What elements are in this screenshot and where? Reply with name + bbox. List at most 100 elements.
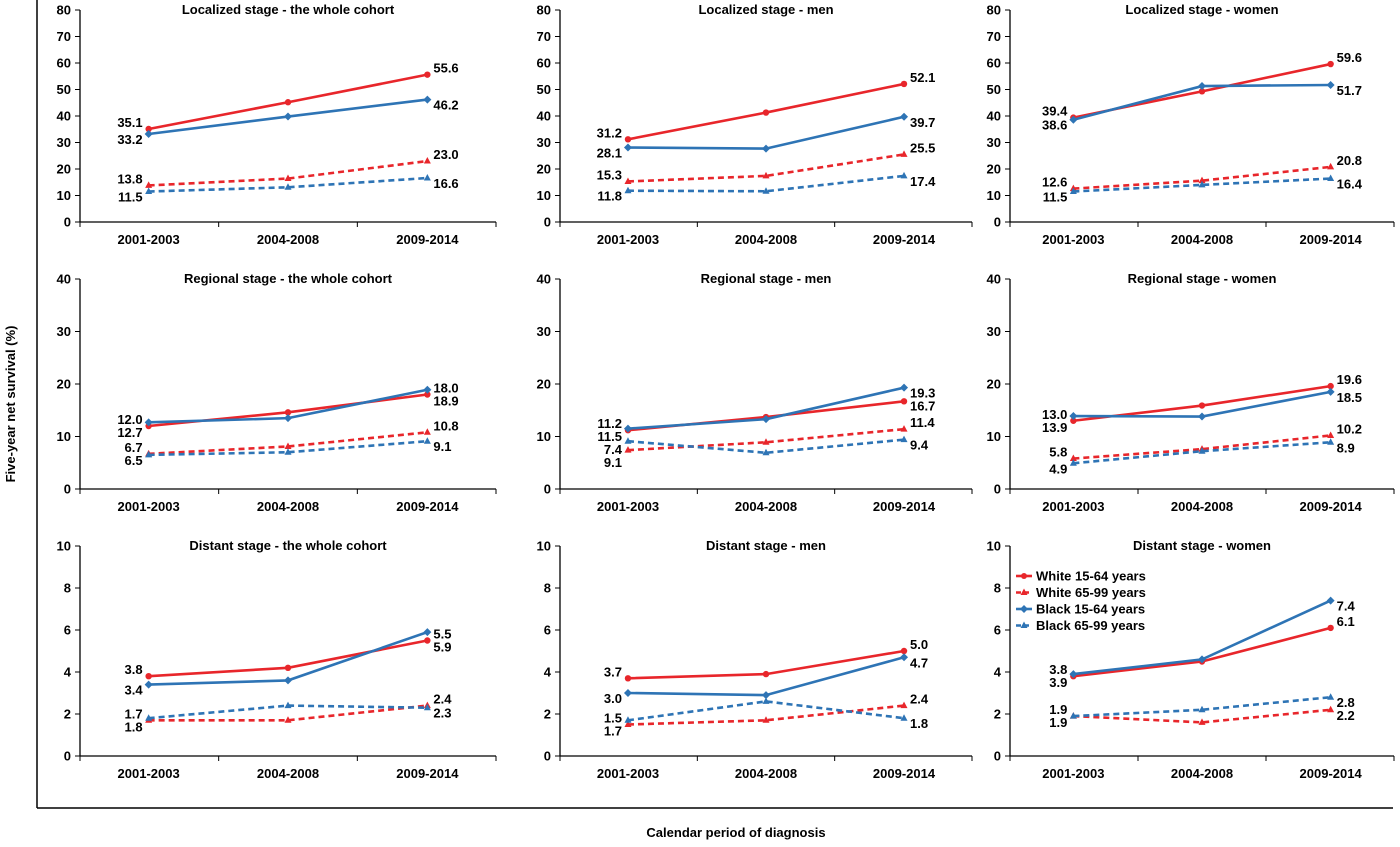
y-tick-label: 70 — [537, 29, 551, 44]
data-label: 9.4 — [910, 438, 929, 453]
data-label: 19.6 — [1337, 372, 1362, 387]
y-tick-label: 40 — [987, 272, 1001, 287]
data-point — [284, 716, 292, 723]
data-point — [284, 664, 292, 671]
data-label: 16.6 — [433, 176, 458, 191]
y-tick-label: 4 — [64, 665, 72, 680]
y-tick-label: 80 — [987, 3, 1001, 18]
data-point — [762, 171, 770, 179]
y-tick-label: 30 — [987, 324, 1001, 339]
data-point — [1069, 670, 1078, 679]
y-tick-label: 30 — [57, 135, 71, 150]
y-tick-label: 60 — [537, 56, 551, 71]
data-label: 11.5 — [597, 429, 622, 444]
x-tick-label: 2004-2008 — [735, 499, 797, 514]
data-point — [1198, 402, 1206, 409]
data-point — [624, 136, 632, 143]
data-point — [900, 171, 908, 179]
data-point — [1069, 459, 1077, 466]
data-point — [762, 187, 770, 194]
y-tick-label: 10 — [987, 188, 1001, 203]
y-tick-label: 6 — [994, 623, 1001, 638]
data-label: 13.9 — [1042, 420, 1067, 435]
data-label: 25.5 — [910, 140, 935, 155]
data-point — [624, 675, 632, 682]
data-label: 11.8 — [597, 189, 622, 204]
data-point — [1069, 187, 1077, 195]
x-tick-label: 2001-2003 — [118, 232, 180, 247]
data-point — [1198, 180, 1206, 188]
x-tick-label: 2001-2003 — [1042, 766, 1104, 781]
data-point — [762, 716, 770, 723]
data-label: 33.2 — [117, 132, 142, 147]
data-point — [900, 714, 908, 721]
y-tick-label: 40 — [987, 109, 1001, 124]
data-label: 3.8 — [1049, 662, 1067, 677]
data-label: 51.7 — [1337, 83, 1362, 98]
y-tick-label: 40 — [537, 272, 551, 287]
data-point — [624, 186, 632, 194]
data-label: 11.4 — [910, 415, 935, 430]
x-tick-label: 2001-2003 — [118, 499, 180, 514]
data-point — [424, 637, 431, 644]
data-label: 15.3 — [597, 167, 622, 182]
data-label: 18.9 — [433, 394, 458, 409]
series-line — [148, 159, 428, 187]
y-tick-label: 20 — [537, 162, 551, 177]
data-label: 3.4 — [125, 683, 144, 698]
data-point — [145, 187, 153, 195]
data-point — [1069, 115, 1078, 124]
data-label: 1.9 — [1049, 702, 1067, 717]
series-line — [1073, 708, 1331, 724]
data-point — [762, 144, 770, 153]
y-tick-label: 40 — [57, 109, 71, 124]
y-tick-label: 30 — [987, 135, 1001, 150]
series-line — [627, 438, 905, 455]
panel-1: 0 10 20 30 40 50 60 70 80 2001-2003 2004-2008 2009-… — [57, 2, 497, 247]
data-point — [1069, 412, 1078, 421]
panel-title: Distant stage - men — [706, 538, 826, 553]
y-tick-label: 40 — [537, 109, 551, 124]
data-label: 8.9 — [1337, 440, 1355, 455]
data-point — [144, 130, 153, 139]
y-tick-label: 40 — [57, 272, 71, 287]
data-label: 4.9 — [1049, 461, 1067, 476]
data-point — [1069, 712, 1077, 719]
y-tick-label: 10 — [987, 539, 1001, 554]
y-tick-label: 70 — [987, 29, 1001, 44]
data-point — [624, 716, 632, 723]
series-line — [627, 174, 905, 193]
x-axis-title: Calendar period of diagnosis — [646, 825, 825, 840]
x-tick-label: 2004-2008 — [1171, 766, 1233, 781]
series-line — [1073, 165, 1331, 190]
data-point — [144, 680, 153, 689]
data-label: 2.3 — [433, 706, 451, 721]
series-line — [1073, 434, 1331, 460]
x-tick-label: 2009-2014 — [396, 766, 459, 781]
data-point — [1327, 438, 1335, 445]
data-label: 9.1 — [604, 455, 622, 470]
data-label: 31.2 — [597, 125, 622, 140]
panel-6: 0 10 20 30 40 2001-2003 2004-2008 2009-2014 Regi… — [987, 271, 1395, 514]
data-label: 3.9 — [1049, 675, 1067, 690]
data-label: 5.0 — [910, 637, 928, 652]
y-tick-label: 0 — [64, 482, 71, 497]
y-tick-label: 0 — [994, 215, 1001, 230]
legend-label: Black 15-64 years — [1036, 602, 1145, 617]
panel-title: Regional stage - women — [1128, 271, 1277, 286]
y-tick-label: 4 — [994, 665, 1002, 680]
y-tick-label: 0 — [64, 215, 71, 230]
data-label: 2.4 — [910, 692, 929, 707]
data-label: 18.0 — [433, 381, 458, 396]
data-point — [423, 174, 431, 181]
x-tick-label: 2001-2003 — [1042, 499, 1104, 514]
data-point — [900, 425, 908, 432]
legend-marker — [1021, 573, 1027, 579]
y-tick-label: 2 — [64, 707, 71, 722]
x-tick-label: 2004-2008 — [257, 766, 319, 781]
data-point — [284, 676, 292, 685]
data-label: 1.5 — [604, 711, 622, 726]
